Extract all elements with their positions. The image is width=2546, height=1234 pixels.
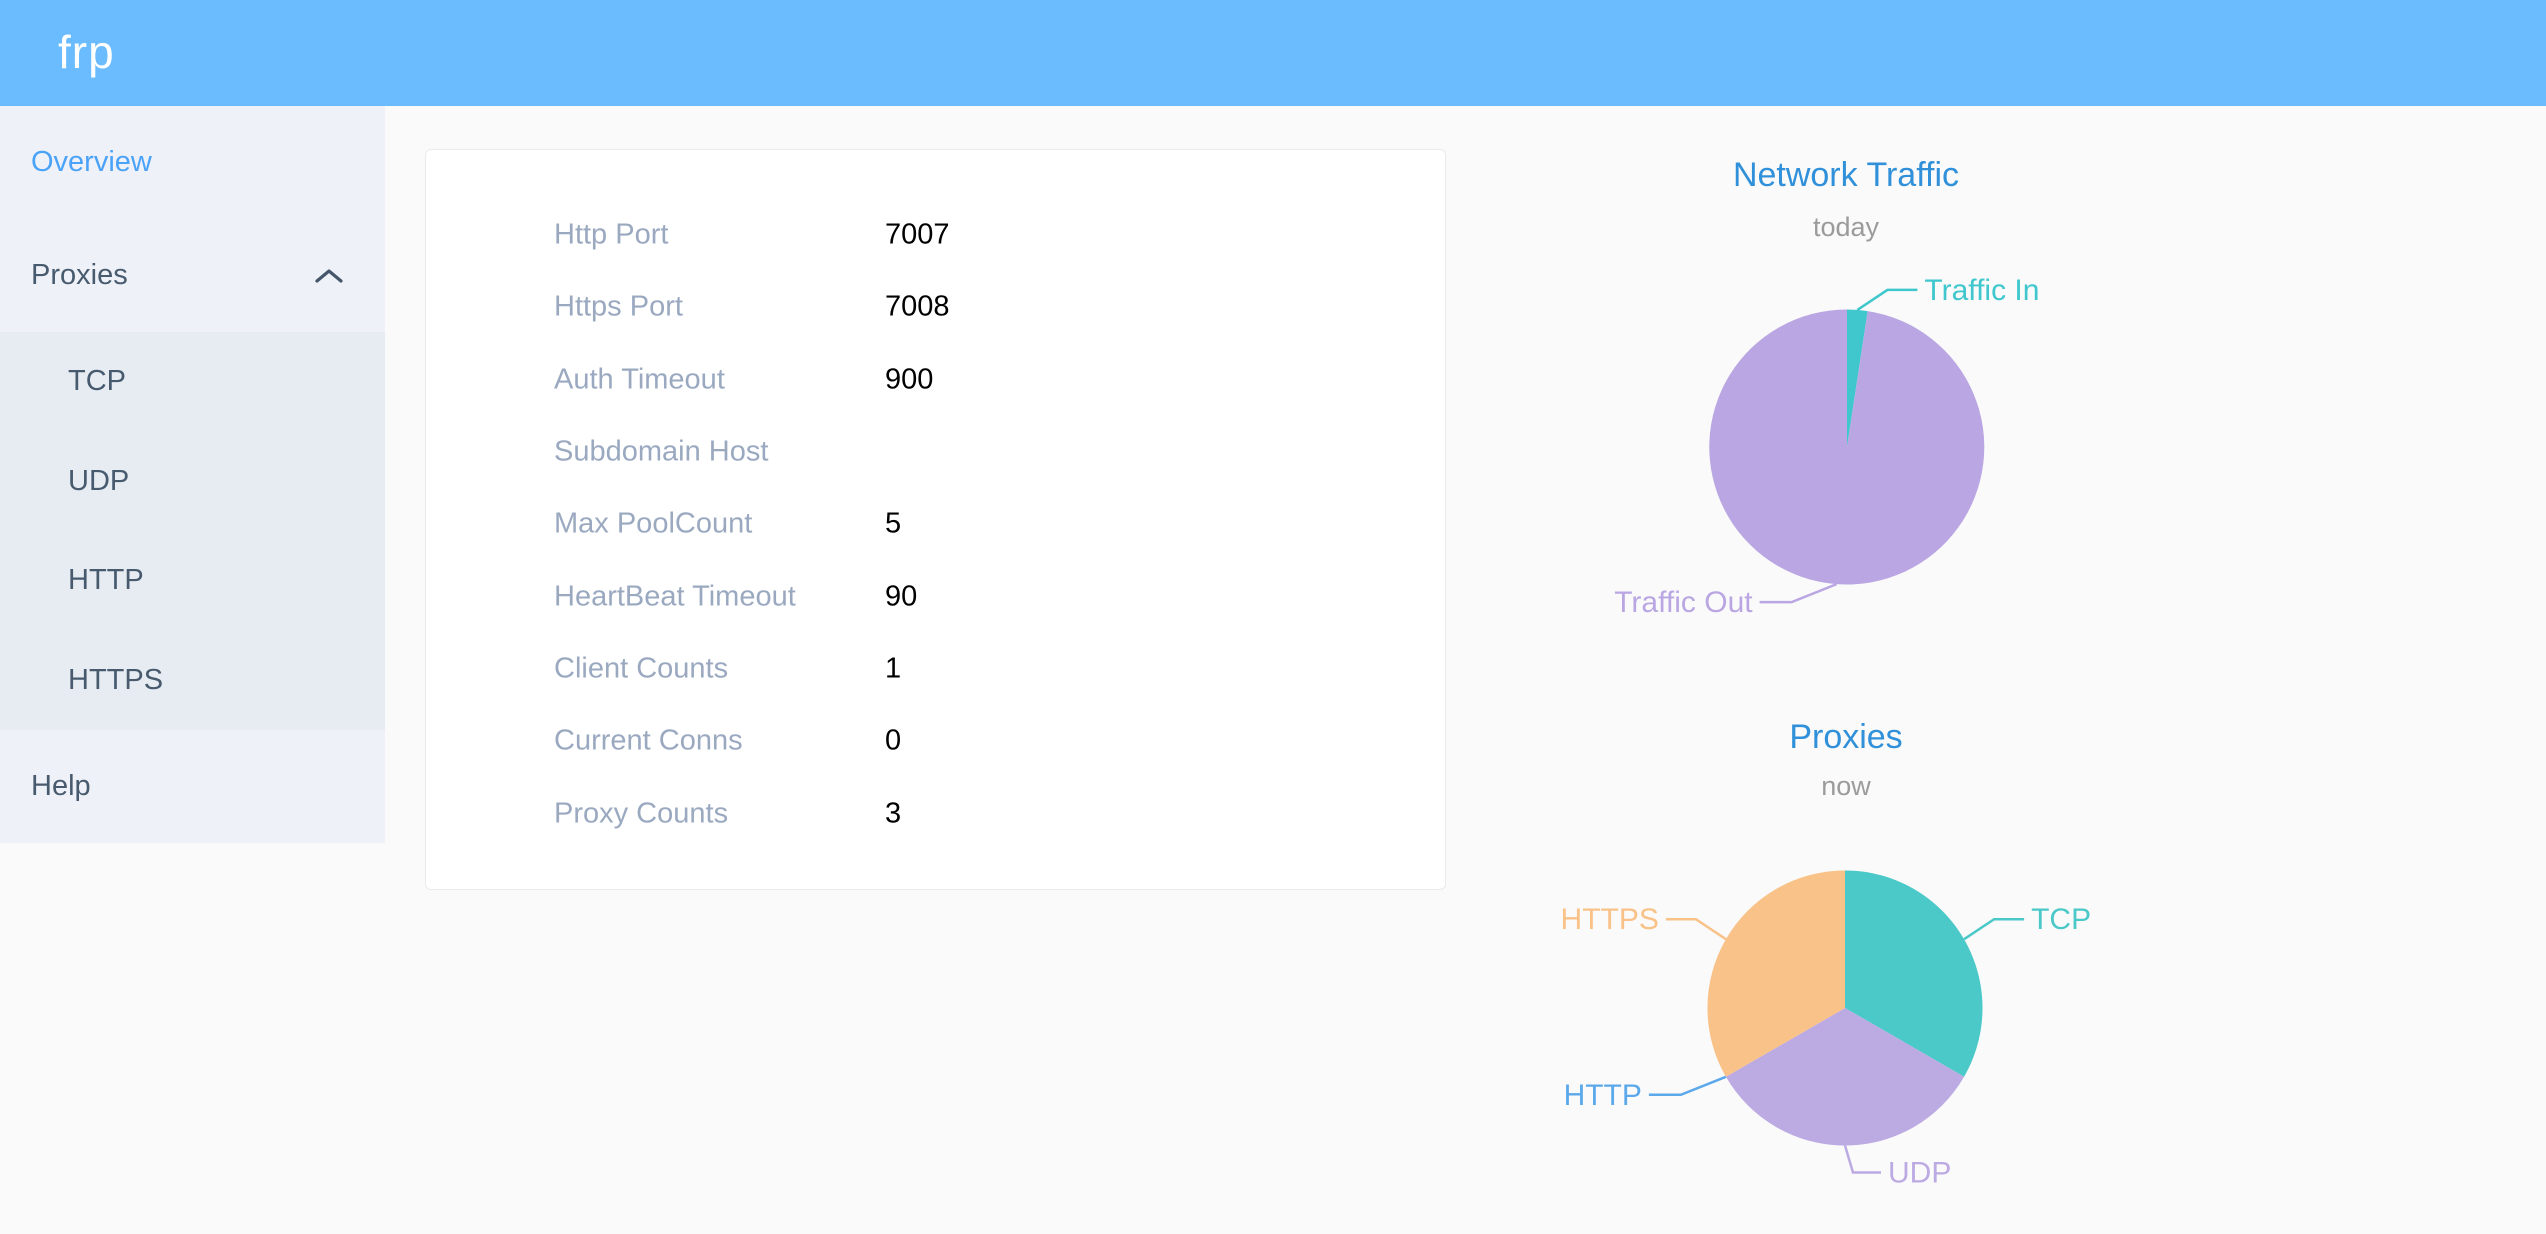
row-value: 5 [885, 507, 902, 540]
pie-label-udp: UDP [1888, 1157, 1951, 1190]
sidebar-item-proxies-label: Proxies [31, 259, 128, 291]
sidebar-item-proxies[interactable]: Proxies [0, 219, 385, 332]
sidebar-item-udp-label: UDP [68, 464, 130, 497]
row-label: Max PoolCount [554, 507, 753, 540]
proxies-pie-chart[interactable]: TCP UDP HTTP HTTPS [1546, 840, 2146, 1234]
row-label: Http Port [554, 218, 669, 251]
row-value: 1 [885, 652, 902, 685]
row-label: Https Port [554, 290, 683, 323]
row-label: Current Conns [554, 724, 743, 757]
row-value: 7008 [885, 290, 950, 323]
pie-label-line-traffic-in [1856, 288, 1918, 311]
sidebar-item-tcp-label: TCP [68, 365, 126, 398]
server-info-card: Http Port 7007 Https Port 7008 Auth Time… [425, 149, 1446, 890]
pie-label-line-tcp [1963, 917, 2025, 941]
proxies-chart-title: Proxies [1789, 718, 1903, 756]
row-client-counts: Client Counts 1 [426, 633, 1445, 705]
row-value: 7007 [885, 218, 950, 251]
row-https-port: Https Port 7008 [426, 271, 1445, 343]
proxies-chart-subtitle: now [1821, 771, 1871, 801]
row-subdomain-host: Subdomain Host [426, 416, 1445, 488]
chevron-up-icon [315, 268, 343, 284]
network-traffic-title: Network Traffic [1732, 156, 1960, 194]
row-max-poolcount: Max PoolCount 5 [426, 488, 1445, 560]
row-label: Subdomain Host [554, 435, 769, 468]
pie-slice-traffic-out[interactable] [1709, 309, 1985, 585]
row-heartbeat-timeout: HeartBeat Timeout 90 [426, 560, 1445, 632]
sidebar-item-overview-label: Overview [31, 146, 152, 178]
sidebar-item-overview[interactable]: Overview [0, 106, 385, 219]
sidebar: Overview Proxies TCP UDP HTTP HTTPS Help [0, 106, 385, 843]
row-auth-timeout: Auth Timeout 900 [426, 344, 1445, 416]
sidebar-item-udp[interactable]: UDP [0, 432, 385, 532]
pie-label-line-traffic-out [1759, 582, 1838, 604]
row-label: Proxy Counts [554, 797, 729, 830]
row-label: Client Counts [554, 652, 729, 685]
row-http-port: Http Port 7007 [426, 199, 1445, 271]
network-traffic-pie-chart[interactable]: Traffic In Traffic Out [1546, 255, 2146, 625]
pie-label-traffic-in: Traffic In [1924, 274, 2039, 307]
sidebar-submenu-proxies: TCP UDP HTTP HTTPS [0, 332, 385, 730]
network-traffic-subtitle: today [1812, 212, 1880, 242]
pie-slice-traffic-in[interactable] [1847, 309, 1868, 448]
pie-label-https: HTTPS [1561, 903, 1659, 936]
pie-slice-tcp[interactable] [1845, 870, 1983, 1077]
pie-label-http: HTTP [1564, 1079, 1642, 1112]
row-proxy-counts: Proxy Counts 3 [426, 777, 1445, 849]
pie-slice-udp[interactable] [1725, 1008, 1965, 1146]
sidebar-item-http[interactable]: HTTP [0, 531, 385, 631]
sidebar-item-http-label: HTTP [68, 564, 144, 597]
pie-label-line-udp [1843, 1145, 1881, 1174]
sidebar-item-tcp[interactable]: TCP [0, 332, 385, 432]
pie-label-traffic-out: Traffic Out [1614, 586, 1753, 619]
row-value: 3 [885, 797, 902, 830]
sidebar-item-https-label: HTTPS [68, 663, 164, 696]
sidebar-item-help[interactable]: Help [0, 730, 385, 843]
row-value: 900 [885, 363, 934, 396]
pie-label-tcp: TCP [2031, 903, 2091, 936]
app-header: frp [0, 0, 2546, 106]
sidebar-item-https[interactable]: HTTPS [0, 631, 385, 731]
row-current-conns: Current Conns 0 [426, 705, 1445, 777]
pie-label-line-https [1665, 917, 1727, 941]
row-value: 0 [885, 724, 902, 757]
pie-label-line-http [1648, 1075, 1727, 1097]
row-label: HeartBeat Timeout [554, 580, 796, 613]
row-label: Auth Timeout [554, 363, 725, 396]
row-value: 90 [885, 580, 918, 613]
sidebar-item-help-label: Help [31, 770, 91, 802]
app-logo: frp [58, 26, 115, 78]
pie-slice-https[interactable] [1707, 870, 1845, 1077]
